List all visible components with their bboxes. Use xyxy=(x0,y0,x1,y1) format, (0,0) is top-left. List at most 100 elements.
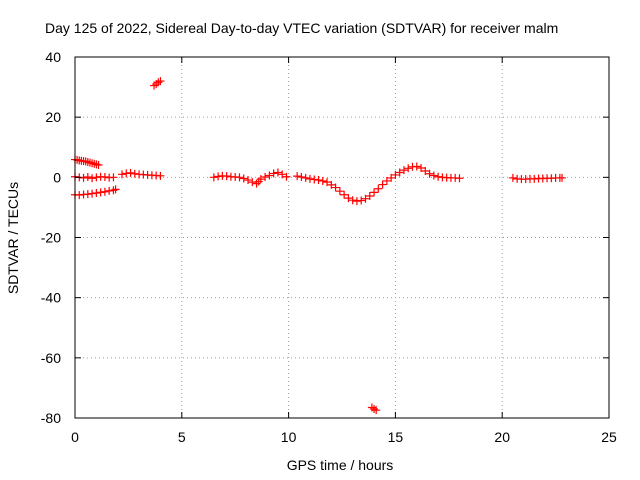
data-point xyxy=(109,173,118,182)
data-point xyxy=(92,160,101,169)
x-axis-label: GPS time / hours xyxy=(287,457,394,473)
data-point xyxy=(83,173,92,182)
chart-title: Day 125 of 2022, Sidereal Day-to-day VTE… xyxy=(45,20,558,36)
data-point xyxy=(352,197,361,206)
data-point xyxy=(100,173,109,182)
grid xyxy=(75,57,609,418)
data-point xyxy=(374,184,383,193)
data-point xyxy=(88,159,97,168)
data-point xyxy=(404,164,413,173)
y-axis-label: SDTVAR / TECUs xyxy=(5,182,21,294)
data-point xyxy=(92,188,101,197)
data-point xyxy=(85,158,94,167)
data-point xyxy=(340,190,349,199)
data-point xyxy=(365,191,374,200)
data-point xyxy=(282,172,291,181)
data-point xyxy=(130,169,139,178)
data-point xyxy=(323,178,332,187)
data-point xyxy=(335,187,344,196)
data-point xyxy=(239,174,248,183)
x-axis-tick-labels: 0 5 10 15 20 25 xyxy=(71,429,617,445)
data-point xyxy=(455,174,464,183)
data-point xyxy=(209,173,218,182)
data-point xyxy=(318,176,327,185)
data-point xyxy=(293,172,302,181)
x-tick-label: 10 xyxy=(281,429,297,445)
data-point xyxy=(273,168,282,177)
data-point xyxy=(331,183,340,192)
data-point xyxy=(429,171,438,180)
data-point xyxy=(265,171,274,180)
data-point xyxy=(79,173,88,182)
data-point xyxy=(100,187,109,196)
data-point xyxy=(327,180,336,189)
data-point xyxy=(395,168,404,177)
data-point xyxy=(378,180,387,189)
data-point xyxy=(508,173,517,182)
data-point xyxy=(434,172,443,181)
data-series-sdtvar xyxy=(71,77,567,415)
data-point xyxy=(83,157,92,166)
data-point xyxy=(214,172,223,181)
data-point xyxy=(361,194,370,203)
data-point xyxy=(156,77,165,86)
y-tick-label: 0 xyxy=(53,169,61,185)
data-point xyxy=(222,172,231,181)
y-axis-tick-labels: -80 -60 -40 -20 0 20 40 xyxy=(41,49,61,426)
y-tick-label: -80 xyxy=(41,410,61,426)
data-point xyxy=(88,174,97,183)
data-point xyxy=(248,178,257,187)
y-tick-label: -40 xyxy=(41,290,61,306)
data-point xyxy=(83,190,92,199)
data-point xyxy=(117,170,126,179)
data-point xyxy=(297,173,306,182)
data-point xyxy=(109,186,118,195)
data-point xyxy=(399,166,408,175)
data-point xyxy=(156,171,165,180)
data-point xyxy=(94,160,103,169)
x-tick-label: 0 xyxy=(71,429,79,445)
data-point xyxy=(252,179,261,188)
data-point xyxy=(348,196,357,205)
data-point xyxy=(301,173,310,182)
data-point xyxy=(310,175,319,184)
data-point xyxy=(73,155,82,164)
y-tick-label: -60 xyxy=(41,350,61,366)
data-point xyxy=(261,173,270,182)
data-point xyxy=(90,159,99,168)
data-point xyxy=(269,169,278,178)
data-point xyxy=(357,196,366,205)
data-point xyxy=(421,167,430,176)
data-point xyxy=(126,168,135,177)
data-point xyxy=(372,406,381,415)
data-point xyxy=(81,157,90,166)
data-point xyxy=(412,162,421,171)
data-point xyxy=(88,189,97,198)
data-point xyxy=(278,170,287,179)
data-point xyxy=(370,188,379,197)
data-point xyxy=(92,173,101,182)
data-point xyxy=(244,176,253,185)
y-tick-label: -20 xyxy=(41,230,61,246)
data-point xyxy=(417,164,426,173)
x-tick-label: 5 xyxy=(178,429,186,445)
x-tick-label: 20 xyxy=(494,429,510,445)
axis-ticks xyxy=(74,56,610,419)
y-tick-label: 40 xyxy=(45,49,61,65)
data-point xyxy=(305,174,314,183)
data-point xyxy=(75,191,84,200)
data-point xyxy=(391,170,400,179)
x-tick-label: 15 xyxy=(388,429,404,445)
data-point xyxy=(235,173,244,182)
x-tick-label: 25 xyxy=(601,429,617,445)
data-point xyxy=(558,173,567,182)
data-point xyxy=(96,188,105,197)
data-point xyxy=(256,175,265,184)
data-point xyxy=(425,169,434,178)
data-point xyxy=(382,176,391,185)
data-point xyxy=(122,169,131,178)
data-point xyxy=(387,173,396,182)
data-point xyxy=(344,194,353,203)
y-tick-label: 20 xyxy=(45,109,61,125)
